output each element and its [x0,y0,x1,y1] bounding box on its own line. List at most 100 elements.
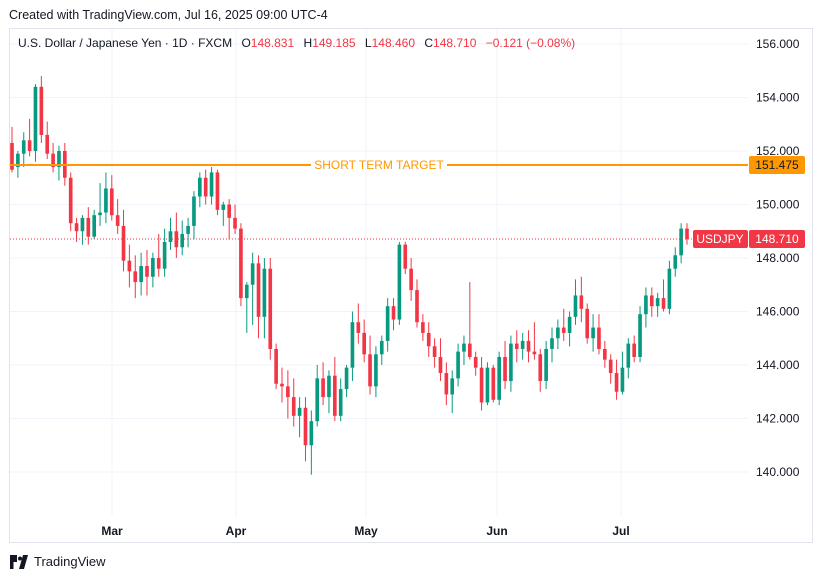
candle [121,209,126,272]
candle-body [573,295,578,317]
candle-body [374,354,378,387]
candle-body [92,215,96,237]
candle [567,311,572,347]
close-value: 148.710 [433,36,477,50]
candle-body [532,351,537,355]
candle [338,378,343,422]
y-tick-label: 140.000 [756,465,800,479]
candle [626,338,631,379]
candle [57,145,61,181]
candle [438,338,443,382]
candle-body [667,268,672,309]
candle-body [526,340,531,352]
candle [244,282,249,333]
candle-body [286,386,290,398]
target-price-value: 151.475 [755,158,799,172]
high-label: H [303,36,313,50]
candle-body [462,343,466,352]
candle-body [156,258,161,269]
candle-body [315,378,320,422]
candle [673,247,678,277]
candle [374,346,378,398]
candle-body [397,244,402,320]
candle-body [632,343,636,357]
candle [550,327,554,363]
open-label: O [241,36,251,50]
candle [180,220,185,256]
lines-layer: SHORT TERM TARGET [10,158,748,240]
candle [538,348,543,392]
candle [450,370,455,414]
close-label: C [424,36,434,50]
candle [456,343,460,387]
candle [39,76,44,143]
y-tick-label: 152.000 [756,144,800,158]
candle [485,362,490,406]
candle-body [550,338,554,349]
candle-body [321,378,325,398]
candle-body [649,295,654,307]
candle-body [473,356,478,368]
x-tick-label: Mar [101,524,123,538]
candle-body [39,86,44,135]
candle [250,252,255,325]
candle-body [468,343,472,357]
candle [556,319,560,349]
candle-body [385,306,390,341]
candle-body [239,228,243,299]
candle-body [86,217,91,237]
candle-body [544,348,548,382]
candle-body [591,327,595,339]
candle-body [603,348,607,360]
candle [192,191,196,240]
candle [291,378,296,427]
candle-body [368,354,372,387]
candle-body [391,306,396,320]
candle [591,314,595,352]
candle-body [280,383,284,387]
candle [80,215,85,245]
candle-body [485,367,490,403]
candle [608,354,613,384]
candle-body [444,373,449,395]
candle [685,223,689,245]
candle [356,303,361,344]
candle-body [673,255,678,269]
candle-body [291,397,296,416]
candle-body [679,228,683,256]
candle-body [685,228,689,240]
candle [221,201,226,226]
candle-body [33,86,38,151]
candle [45,121,50,160]
candle-body [250,263,255,285]
candle-body [21,140,26,154]
candles-layer [10,76,689,475]
candle [309,410,314,475]
candle-body [509,343,513,382]
candle [297,397,302,438]
footer-branding[interactable]: TradingView [9,554,106,569]
candle-body [233,217,237,229]
y-tick-label: 148.000 [756,251,800,265]
candle-body [121,225,126,261]
candle-body [426,332,431,347]
candle [520,332,525,360]
candle-body [556,327,560,339]
candle [473,351,478,376]
x-tick-label: Jun [486,524,507,538]
candle-body [68,177,73,224]
candle [649,287,654,317]
candle-body [309,421,314,446]
candle-body [244,284,249,299]
candle [403,241,408,275]
candle-body [561,327,566,333]
candle-body [221,204,226,210]
candle [174,212,179,258]
candle-body [203,177,208,197]
candle-body [567,316,572,333]
candle-body [579,295,584,309]
candle [362,319,366,363]
candle [127,244,132,288]
candle [303,397,308,462]
